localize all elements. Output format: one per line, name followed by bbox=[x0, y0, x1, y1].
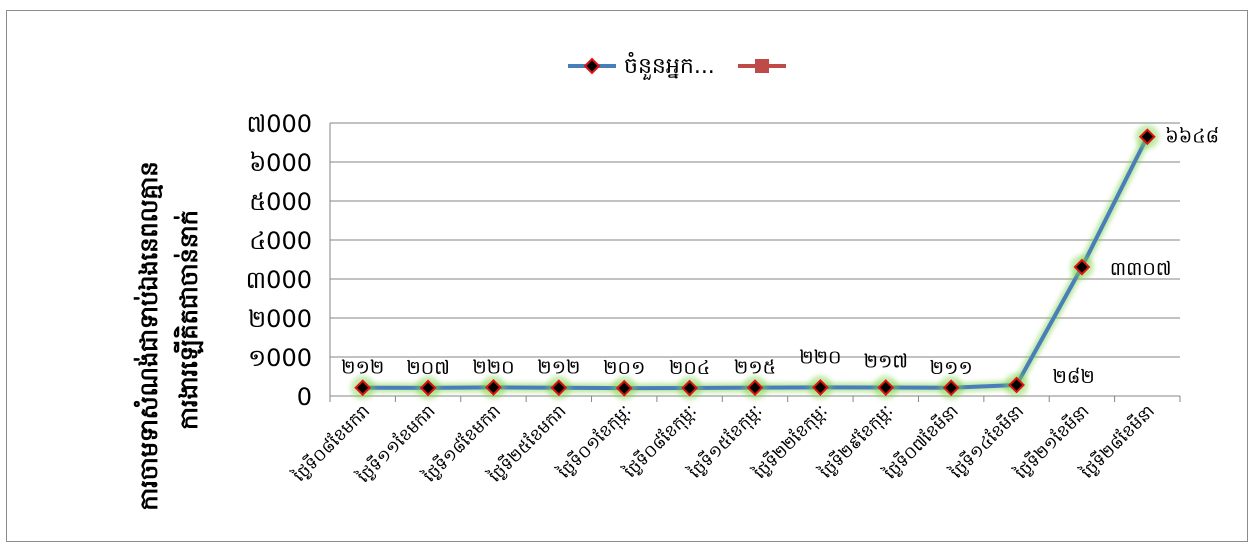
data-point bbox=[877, 379, 895, 396]
data-label: ២២០ bbox=[799, 346, 841, 368]
data-point bbox=[1008, 376, 1025, 394]
data-label: ២១១ bbox=[930, 357, 973, 379]
data-point bbox=[354, 379, 372, 397]
y-axis-title-line-1: ការចាមទាសំណង់ជាទាប់ឯងនេពលគ្មាន bbox=[133, 161, 163, 510]
legend-marker-1 bbox=[583, 57, 601, 75]
data-label: ២១៧ bbox=[864, 351, 908, 373]
x-axis: ថ្ងៃទី០៨ខែមករាថ្ងៃទី១១ខែមករាថ្ងៃទី១៨ខែមក… bbox=[288, 395, 1181, 488]
data-label: ២១២ bbox=[537, 357, 580, 379]
chart-frame bbox=[6, 10, 1248, 542]
data-point bbox=[615, 379, 633, 397]
y-tick-label: ៥000 bbox=[249, 188, 312, 216]
data-label: ២១៥ bbox=[734, 357, 776, 379]
data-label: ៣៣០៧ bbox=[1110, 258, 1172, 280]
y-tick-label: ២000 bbox=[248, 305, 312, 333]
y-tick-label: ៤000 bbox=[249, 227, 312, 255]
data-point bbox=[942, 379, 960, 397]
y-tick-label: ៣000 bbox=[246, 266, 312, 294]
legend-label-1: ចំនួនអ្នក... bbox=[624, 52, 715, 80]
data-point bbox=[1073, 258, 1091, 276]
y-axis: 0 ១000 ២000 ៣000 ៤000 ៥000 ៦000 ៧000 bbox=[246, 110, 331, 411]
legend-marker-2 bbox=[755, 59, 769, 73]
data-point bbox=[485, 379, 502, 396]
data-point bbox=[419, 379, 437, 397]
y-axis-title-line-2: ការងារឡើគិតជាចាន់នាក់ bbox=[173, 210, 204, 430]
data-label: ២០១ bbox=[603, 357, 645, 379]
data-point bbox=[811, 379, 829, 396]
series-glow bbox=[362, 134, 1152, 393]
data-point bbox=[1138, 128, 1156, 146]
series-group bbox=[350, 124, 1160, 401]
data-labels: ២១២ ២០៧ ២២០ ២១២ ២០១ ២០៤ ២១៥ ២២០ ២១៧ ២១១ ២៨២៣៣០៧៦៦៤… bbox=[341, 126, 1219, 388]
gridlines bbox=[330, 122, 1180, 397]
data-label: ២០៧ bbox=[406, 357, 449, 379]
y-axis-title: ការចាមទាសំណង់ជាទាប់ឯងនេពលគ្មាន ការងារឡើគិ… bbox=[133, 161, 204, 510]
legend: ចំនួនអ្នក... bbox=[568, 52, 786, 80]
data-label: ២០៤ bbox=[669, 357, 710, 379]
data-point bbox=[681, 379, 699, 397]
y-tick-label: ៦000 bbox=[249, 149, 312, 177]
data-label: ២២០ bbox=[472, 356, 514, 378]
data-label: ២៨២ bbox=[1053, 366, 1095, 388]
data-point bbox=[550, 379, 568, 397]
series-line bbox=[362, 135, 1150, 391]
data-label: ៦៦៤៨ bbox=[1165, 126, 1219, 148]
y-tick-label: ៧000 bbox=[247, 110, 313, 138]
y-tick-label: 0 bbox=[297, 383, 312, 411]
data-point bbox=[746, 379, 764, 397]
data-label: ២១២ bbox=[341, 357, 384, 379]
y-tick-label: ១000 bbox=[248, 344, 312, 372]
